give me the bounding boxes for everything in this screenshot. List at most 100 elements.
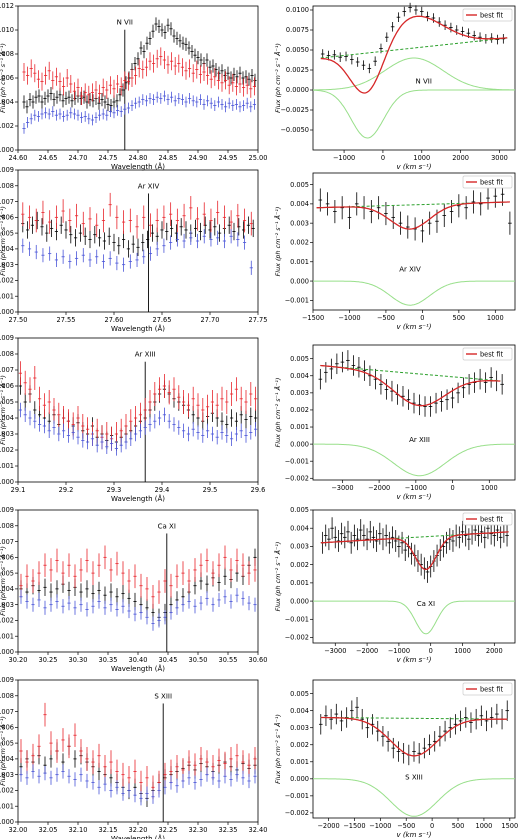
legend-box [462, 8, 513, 22]
x-tick-label: 30.20 [9, 656, 28, 664]
x-tick-label: 30.30 [69, 656, 88, 664]
y-tick-label: 0.003 [0, 261, 14, 269]
panel-9: 0.000 0.001 0.002 0.003 0.004 0.005 0.006 0.007… [0, 676, 267, 839]
y-tick-label: 0.003 [0, 771, 14, 779]
legend-box [462, 175, 513, 189]
y-tick-label: −0.002 [285, 634, 309, 642]
x-tick-label: 24.60 [9, 154, 28, 162]
best-fit-line [320, 531, 509, 571]
legend-label: best fit [480, 686, 504, 694]
x-tick-label: 1000 [481, 484, 498, 492]
y-tick-label: 0.002 [0, 277, 14, 285]
series-black [22, 17, 257, 114]
y-tick-label: 0.000 [0, 648, 14, 656]
x-tick-label: 32.35 [219, 826, 238, 834]
best-fit-line [316, 201, 510, 230]
y-tick-label: −0.001 [285, 792, 309, 800]
x-tick-label: 2000 [486, 647, 503, 655]
x-tick-label: −3000 [324, 647, 346, 655]
line-label: N VII [416, 78, 432, 86]
x-tick-label: −500 [377, 314, 395, 322]
series-data [320, 2, 506, 74]
y-tick-label: 0.003 [0, 601, 14, 609]
x-tick-label: 27.70 [201, 316, 220, 324]
x-tick-label: 24.70 [69, 154, 88, 162]
x-tick-label: 1000 [454, 647, 471, 655]
x-tick-label: 2000 [452, 154, 469, 162]
y-tick-label: 0.000 [290, 597, 309, 605]
x-tick-label: 32.05 [39, 826, 58, 834]
x-axis-label: v (km s⁻¹) [396, 323, 431, 331]
y-tick-label: 0.001 [290, 579, 309, 587]
legend-box [462, 512, 513, 526]
panel-6: −0.002 −0.001 0.000 0.001 0.002 0.003 0.004 0.0… [273, 344, 516, 501]
y-axis-label: Flux (ph cm⁻² s⁻¹ Å⁻¹) [0, 716, 7, 786]
y-tick-label: 0.002 [290, 239, 309, 247]
x-tick-label: 1000 [476, 822, 493, 830]
x-tick-label: 500 [452, 822, 465, 830]
x-tick-label: 30.35 [99, 656, 118, 664]
line-label: Ar XIV [138, 182, 160, 190]
y-tick-label: −0.002 [285, 474, 309, 482]
y-tick-label: 0.006 [0, 382, 14, 390]
x-tick-label: 24.95 [219, 154, 238, 162]
legend-label: best fit [480, 179, 504, 187]
absorption-component [313, 778, 515, 817]
axes-frame [17, 679, 259, 823]
y-axis-label: Flux (ph cm⁻² s⁻¹ Å⁻¹) [0, 43, 7, 113]
x-axis-label: v (km s⁻¹) [396, 831, 431, 839]
x-tick-label: −2000 [368, 484, 390, 492]
panel-4: −0.001 0.000 0.001 0.002 0.003 0.004 0.005 −150… [273, 172, 516, 331]
y-tick-label: −0.001 [285, 457, 309, 465]
y-tick-label: 0.0100 [286, 6, 309, 14]
legend-label: best fit [480, 351, 504, 359]
axes-frame [17, 337, 259, 483]
x-tick-label: 24.90 [189, 154, 208, 162]
x-tick-label: 1000 [487, 314, 504, 322]
y-tick-label: 0.000 [0, 818, 14, 826]
y-tick-label: 0.0000 [286, 86, 309, 94]
y-tick-label: 0.001 [0, 292, 14, 300]
x-tick-label: 24.65 [39, 154, 58, 162]
x-axis-label: Wavelength (Å) [111, 834, 165, 839]
line-label: Ca XI [158, 522, 176, 530]
y-tick-label: 0.003 [290, 543, 309, 551]
x-tick-label: 29.6 [251, 486, 266, 494]
absorption-component [313, 443, 516, 477]
series-black [19, 737, 257, 808]
y-axis-label: Flux (ph cm⁻² s⁻¹ Å⁻¹) [0, 375, 7, 445]
y-tick-label: 0.005 [0, 569, 14, 577]
panel-7: 0.000 0.001 0.002 0.003 0.004 0.005 0.006 0.007… [0, 506, 267, 673]
x-tick-label: −3000 [331, 484, 353, 492]
x-tick-label: 32.40 [249, 826, 268, 834]
y-tick-label: 0.002 [290, 406, 309, 414]
y-tick-label: 0.000 [290, 440, 309, 448]
y-tick-label: 0.004 [290, 707, 309, 715]
x-tick-label: −500 [397, 822, 415, 830]
y-tick-label: 0.000 [0, 146, 14, 154]
y-tick-label: −0.002 [285, 809, 309, 817]
x-tick-label: 30.45 [159, 656, 178, 664]
y-tick-label: 0.006 [0, 214, 14, 222]
x-tick-label: −1000 [405, 484, 427, 492]
x-tick-label: 24.75 [99, 154, 118, 162]
continuum-line [320, 37, 508, 59]
y-tick-label: 0.005 [0, 739, 14, 747]
absorption-component [313, 280, 515, 306]
x-tick-label: 0 [420, 314, 424, 322]
x-tick-label: 29.1 [11, 486, 26, 494]
series-red [19, 702, 257, 800]
axes-frame [312, 509, 516, 644]
x-tick-label: 27.75 [249, 316, 268, 324]
y-tick-label: 0.003 [290, 724, 309, 732]
y-tick-label: 0.004 [290, 200, 309, 208]
y-tick-label: 0.004 [0, 245, 14, 253]
x-tick-label: 32.00 [9, 826, 28, 834]
y-axis-label: Flux (ph cm⁻² s⁻¹ Å⁻¹) [0, 206, 7, 276]
legend-box [462, 682, 513, 696]
x-axis-label: Wavelength (Å) [111, 494, 165, 503]
line-label: Ar XIV [399, 266, 421, 274]
y-tick-label: 0.010 [0, 26, 14, 34]
best-fit-line [320, 716, 508, 757]
series-black [18, 377, 258, 451]
